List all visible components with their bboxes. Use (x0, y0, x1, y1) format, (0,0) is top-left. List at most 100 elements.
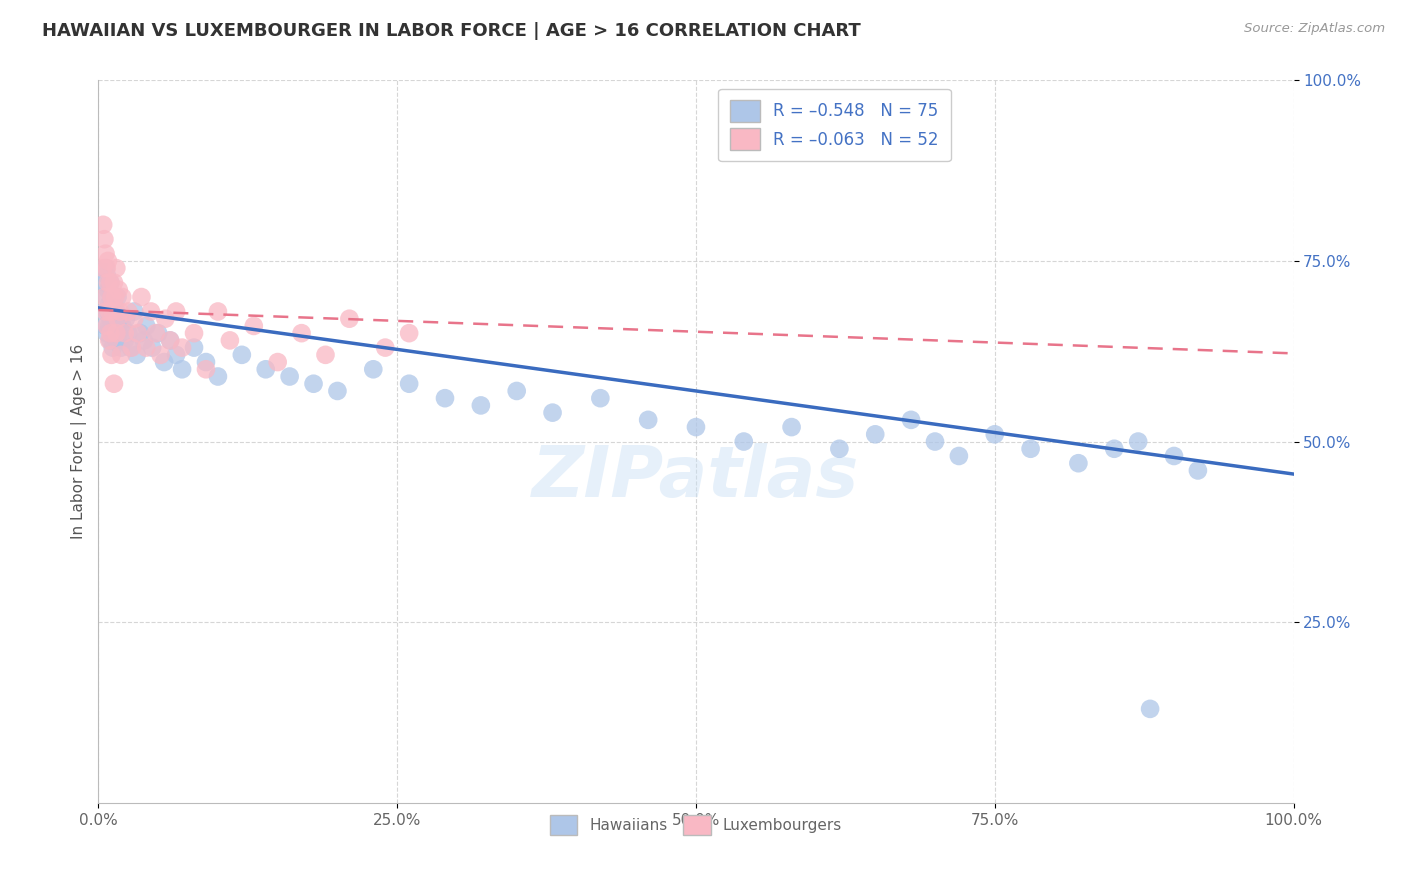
Point (219, 334, 242, 348)
Point (91, 218, 114, 232)
Point (125, 348, 148, 362)
Point (207, 369, 229, 384)
Point (470, 398, 492, 412)
Point (105, 334, 128, 348)
Point (900, 413, 922, 427)
Point (111, 318, 134, 333)
Point (924, 434, 946, 449)
Point (101, 304, 124, 318)
Point (127, 326, 149, 340)
Point (114, 334, 136, 348)
Point (124, 304, 146, 318)
Point (96, 318, 118, 333)
Point (149, 348, 172, 362)
Point (124, 311, 146, 326)
Point (165, 304, 187, 318)
Point (94, 246, 117, 260)
Point (103, 297, 125, 311)
Point (97, 253, 120, 268)
Point (93, 276, 115, 290)
Point (100, 326, 122, 340)
Point (117, 326, 139, 340)
Point (110, 341, 132, 355)
Point (434, 391, 457, 405)
Point (1067, 456, 1090, 470)
Point (398, 326, 420, 340)
Point (135, 341, 157, 355)
Point (1128, 434, 1150, 449)
Point (98, 311, 122, 326)
Point (105, 326, 128, 340)
Point (97, 304, 120, 318)
Point (98, 276, 122, 290)
Point (132, 334, 155, 348)
Point (98, 326, 122, 340)
Point (107, 326, 129, 340)
Point (135, 318, 157, 333)
Point (111, 290, 134, 304)
Point (101, 341, 124, 355)
Point (589, 391, 612, 405)
Point (363, 362, 385, 376)
Point (195, 362, 218, 376)
Point (107, 283, 129, 297)
Point (243, 318, 266, 333)
Point (153, 355, 176, 369)
Point (107, 311, 129, 326)
Point (108, 304, 131, 318)
Point (541, 406, 564, 420)
Point (97, 283, 120, 297)
Point (103, 276, 125, 290)
Point (172, 341, 194, 355)
Point (100, 348, 122, 362)
Point (105, 304, 128, 318)
Point (100, 290, 122, 304)
Point (93, 304, 115, 318)
Point (1163, 449, 1185, 463)
Text: Source: ZipAtlas.com: Source: ZipAtlas.com (1244, 22, 1385, 36)
Point (291, 326, 314, 340)
Point (115, 311, 138, 326)
Point (94, 304, 117, 318)
Point (100, 290, 122, 304)
Legend: Hawaiians, Luxembourgers: Hawaiians, Luxembourgers (538, 805, 853, 846)
Point (97, 276, 120, 290)
Point (104, 290, 127, 304)
Point (780, 420, 803, 434)
Point (121, 341, 143, 355)
Point (865, 427, 887, 442)
Point (129, 326, 152, 340)
Point (172, 362, 194, 376)
Point (104, 318, 127, 333)
Point (267, 355, 290, 369)
Point (315, 348, 337, 362)
Point (94, 261, 117, 276)
Point (398, 376, 420, 391)
Point (105, 261, 128, 276)
Point (326, 384, 349, 398)
Point (254, 362, 277, 376)
Point (101, 304, 124, 318)
Point (96, 261, 118, 276)
Point (91, 261, 114, 276)
Point (948, 449, 970, 463)
Point (96, 326, 118, 340)
Point (207, 304, 229, 318)
Point (98, 318, 121, 333)
Text: HAWAIIAN VS LUXEMBOURGER IN LABOR FORCE | AGE > 16 CORRELATION CHART: HAWAIIAN VS LUXEMBOURGER IN LABOR FORCE … (42, 22, 860, 40)
Point (98, 297, 121, 311)
Point (103, 311, 125, 326)
Point (828, 442, 851, 456)
Point (131, 290, 153, 304)
Point (195, 355, 218, 369)
Point (165, 348, 187, 362)
Point (110, 348, 132, 362)
Point (685, 420, 707, 434)
Point (148, 326, 170, 340)
Point (155, 311, 177, 326)
Point (145, 326, 167, 340)
Point (733, 434, 755, 449)
Text: ZIPatlas: ZIPatlas (533, 443, 859, 512)
Point (98, 304, 121, 318)
Point (139, 304, 162, 318)
